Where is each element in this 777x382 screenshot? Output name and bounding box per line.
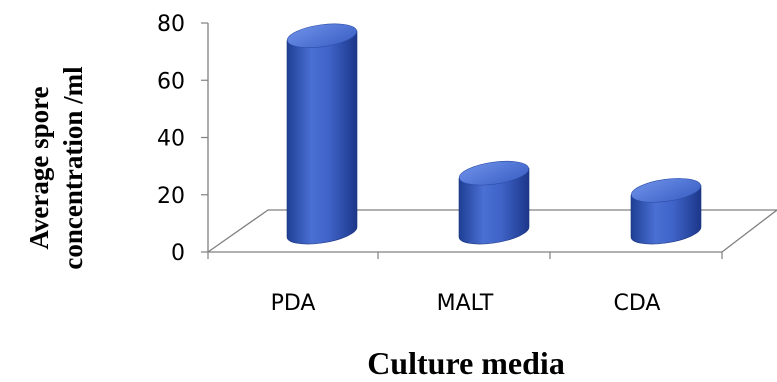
x-category-label: PDA	[271, 291, 316, 316]
floor-plane	[207, 209, 777, 253]
bar-top	[459, 160, 529, 186]
axes	[201, 22, 777, 259]
y-tick-label: 80	[157, 12, 185, 37]
x-category-labels: PDA MALT CDA	[271, 291, 661, 316]
y-tick-label: 0	[171, 241, 185, 266]
bars	[286, 23, 702, 245]
bar	[458, 160, 530, 245]
y-tick-label: 20	[157, 184, 185, 209]
bar	[286, 23, 358, 245]
y-tick-label: 40	[157, 127, 185, 152]
bar-body	[458, 167, 530, 245]
x-category-label: MALT	[437, 291, 494, 316]
x-category-label: CDA	[614, 291, 661, 316]
y-tick-labels: 0 20 40 60 80	[157, 12, 185, 266]
y-axis-title-line-2: concentration /ml	[58, 66, 88, 270]
bar-top	[631, 178, 701, 203]
y-axis-title-line-1: Average spore	[24, 86, 54, 249]
bar	[630, 178, 702, 245]
bar-top	[287, 23, 357, 48]
bar-body	[286, 30, 358, 245]
y-tick-label: 60	[157, 69, 185, 94]
x-axis-title: Culture media	[367, 345, 565, 381]
